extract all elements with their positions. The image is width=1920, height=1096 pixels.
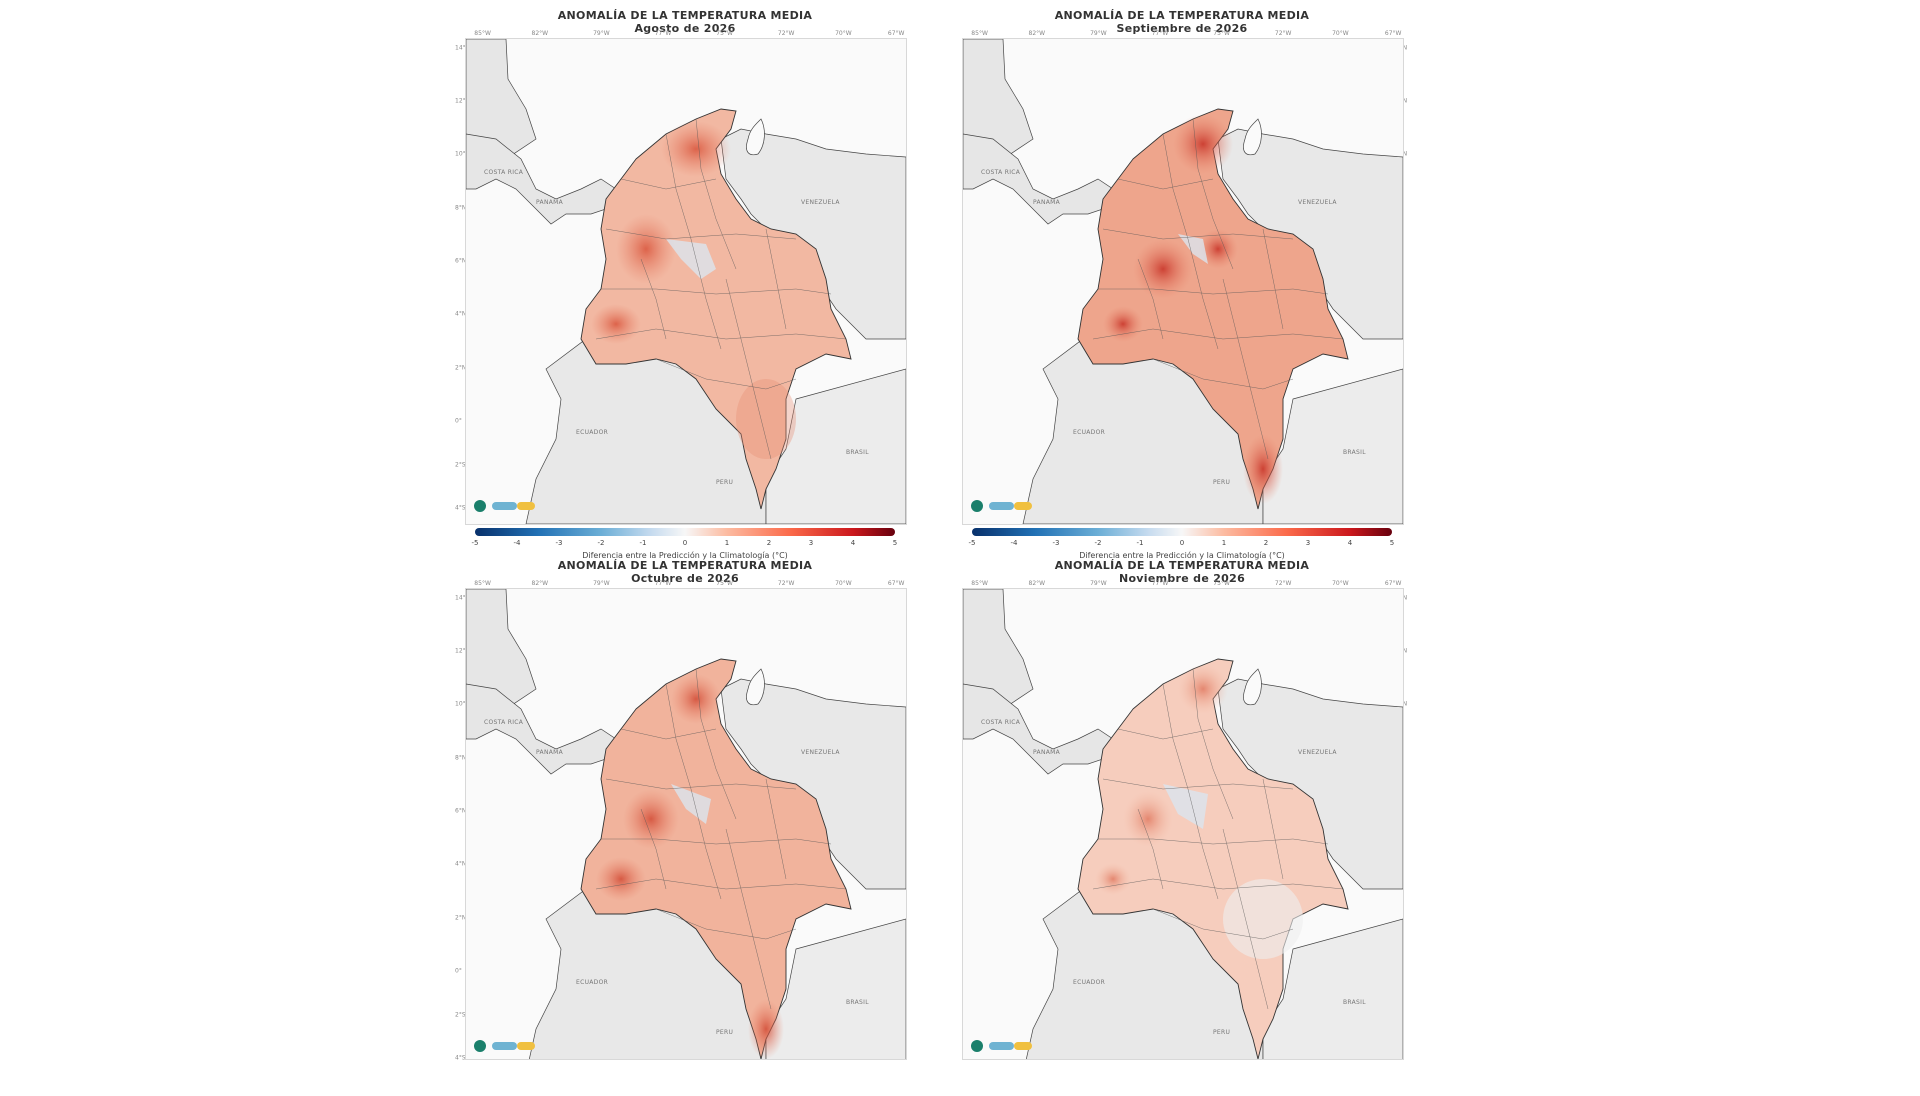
label-peru: PERU	[1213, 479, 1231, 486]
map-month-title: Agosto de 2026	[634, 22, 736, 35]
label-venezuela: VENEZUELA	[1298, 749, 1337, 756]
latitude-labels-left: 14°N 12°N 10°N 8°N 6°N 4°N 2°N 0° 2°S 4°S	[455, 44, 471, 512]
map-panel-september: ANOMALÍA DE LA TEMPERATURA MEDIA Septiem…	[952, 6, 1412, 560]
map-month-title: Octubre de 2026	[631, 572, 739, 585]
label-brasil: BRASIL	[846, 999, 869, 1006]
map-title: ANOMALÍA DE LA TEMPERATURA MEDIA	[557, 9, 813, 22]
label-brasil: BRASIL	[1343, 449, 1366, 456]
label-panama: PANAMA	[536, 749, 564, 756]
colorbar-ticks: -5 -4 -3 -2 -1 0 1 2 3 4 5	[968, 539, 1395, 547]
map-canvas: COSTA RICA PANAMA VENEZUELA ECUADOR PERU…	[465, 38, 907, 525]
label-venezuela: VENEZUELA	[1298, 199, 1337, 206]
map-title: ANOMALÍA DE LA TEMPERATURA MEDIA	[1054, 559, 1310, 572]
label-venezuela: VENEZUELA	[801, 749, 840, 756]
latitude-labels-left: 14°N 12°N 10°N 8°N 6°N 4°N 2°N 0° 2°S 4°S	[455, 594, 471, 1062]
longitude-labels-top: 85°W 82°W 79°W 77°W 75°W 72°W 70°W 67°W	[474, 580, 905, 587]
map-panel-august: ANOMALÍA DE LA TEMPERATURA MEDIA Agosto …	[455, 6, 915, 560]
label-ecuador: ECUADOR	[576, 429, 609, 436]
map-canvas: COSTA RICA PANAMA VENEZUELA ECUADOR PERU…	[962, 38, 1404, 525]
colorbar-ticks: -5 -4 -3 -2 -1 0 1 2 3 4 5	[471, 539, 898, 547]
map-panel-october: ANOMALÍA DE LA TEMPERATURA MEDIA Octubre…	[455, 556, 915, 1096]
label-peru: PERU	[716, 479, 734, 486]
label-peru: PERU	[716, 1029, 734, 1036]
label-costa-rica: COSTA RICA	[981, 719, 1021, 726]
label-panama: PANAMA	[536, 199, 564, 206]
map-canvas: COSTA RICA PANAMA VENEZUELA ECUADOR PERU…	[962, 588, 1404, 1060]
colorbar	[972, 528, 1392, 536]
label-peru: PERU	[1213, 1029, 1231, 1036]
label-panama: PANAMA	[1033, 749, 1061, 756]
map-title: ANOMALÍA DE LA TEMPERATURA MEDIA	[1054, 9, 1310, 22]
map-title: ANOMALÍA DE LA TEMPERATURA MEDIA	[557, 559, 813, 572]
label-ecuador: ECUADOR	[1073, 429, 1106, 436]
label-ecuador: ECUADOR	[576, 979, 609, 986]
map-canvas: COSTA RICA PANAMA VENEZUELA ECUADOR PERU…	[465, 588, 907, 1060]
label-costa-rica: COSTA RICA	[484, 169, 524, 176]
colorbar-label: Diferencia entre la Predicción y la Clim…	[1079, 551, 1285, 560]
label-brasil: BRASIL	[1343, 999, 1366, 1006]
longitude-labels-top: 85°W 82°W 79°W 77°W 75°W 72°W 70°W 67°W	[971, 580, 1402, 587]
label-costa-rica: COSTA RICA	[484, 719, 524, 726]
label-venezuela: VENEZUELA	[801, 199, 840, 206]
map-panel-november: ANOMALÍA DE LA TEMPERATURA MEDIA Noviemb…	[952, 556, 1412, 1096]
label-costa-rica: COSTA RICA	[981, 169, 1021, 176]
label-ecuador: ECUADOR	[1073, 979, 1106, 986]
longitude-labels-top: 85°W 82°W 79°W 77°W 75°W 72°W 70°W 67°W	[971, 30, 1402, 37]
map-month-title: Noviembre de 2026	[1118, 572, 1246, 585]
map-month-title: Septiembre de 2026	[1116, 22, 1248, 35]
colorbar-label: Diferencia entre la Predicción y la Clim…	[582, 551, 788, 560]
colorbar	[475, 528, 895, 536]
label-panama: PANAMA	[1033, 199, 1061, 206]
label-brasil: BRASIL	[846, 449, 869, 456]
longitude-labels-top: 85°W 82°W 79°W 77°W 75°W 72°W 70°W 67°W	[474, 30, 905, 37]
